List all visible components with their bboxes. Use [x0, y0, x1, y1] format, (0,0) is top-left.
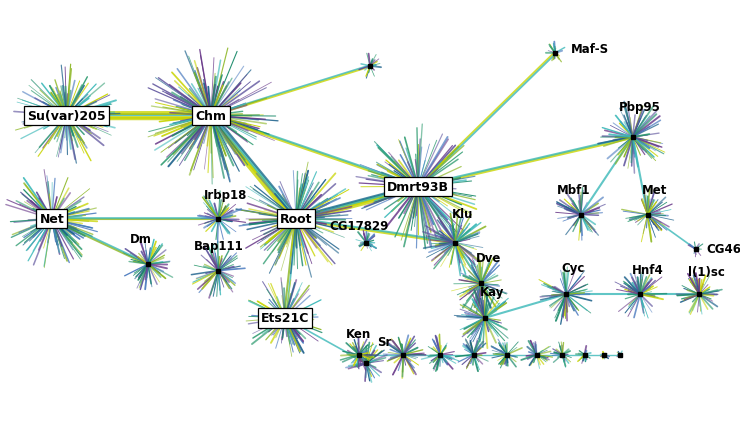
Text: Maf-S: Maf-S: [571, 43, 610, 56]
Text: Met: Met: [642, 183, 667, 196]
Text: Bap111: Bap111: [193, 239, 243, 252]
Text: Chm: Chm: [195, 110, 226, 123]
Text: Mbf1: Mbf1: [556, 183, 591, 196]
Text: Sr: Sr: [377, 335, 392, 348]
Text: Ken: Ken: [346, 327, 371, 340]
Text: Net: Net: [39, 213, 64, 226]
Text: Klu: Klu: [452, 208, 473, 221]
Text: Kay: Kay: [480, 286, 504, 298]
Text: Dm: Dm: [130, 232, 152, 245]
Text: Su(var)205: Su(var)205: [27, 110, 106, 123]
Text: CG17829: CG17829: [329, 219, 388, 232]
Text: Ets21C: Ets21C: [260, 312, 309, 325]
Text: Irbp18: Irbp18: [204, 188, 247, 201]
Text: l(1)sc: l(1)sc: [688, 265, 725, 278]
Text: CG4617: CG4617: [707, 243, 740, 256]
Text: Pbp95: Pbp95: [619, 101, 661, 114]
Text: Dve: Dve: [476, 251, 501, 264]
Text: Hnf4: Hnf4: [632, 263, 663, 276]
Text: Root: Root: [280, 213, 312, 226]
Text: Dmrt93B: Dmrt93B: [387, 181, 449, 194]
Text: Cyc: Cyc: [562, 261, 585, 274]
